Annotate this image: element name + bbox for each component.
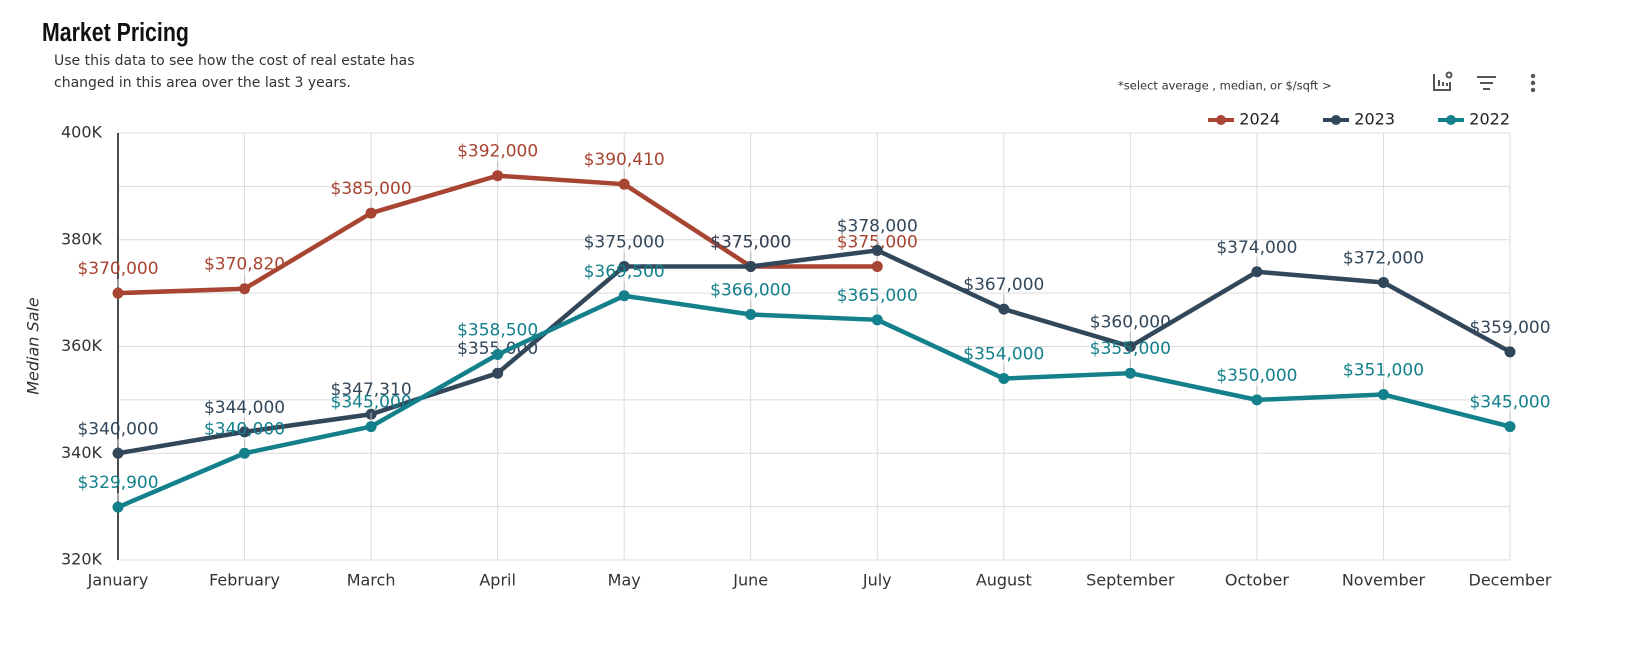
- more-icon[interactable]: [1530, 73, 1536, 93]
- data-point: [871, 314, 883, 326]
- data-point: [871, 260, 883, 272]
- data-point: [998, 373, 1010, 385]
- data-label: $358,500: [457, 321, 538, 341]
- subtitle-line: Use this data to see how the cost of rea…: [54, 53, 415, 69]
- data-label: $359,000: [1469, 318, 1550, 338]
- x-tick-label: August: [976, 571, 1032, 590]
- legend-swatch: [1446, 115, 1456, 125]
- data-label: $375,000: [584, 232, 665, 252]
- x-tick-label: March: [347, 571, 396, 590]
- data-point: [1377, 389, 1389, 401]
- data-label: $365,000: [837, 286, 918, 306]
- series-line: [117, 293, 1511, 510]
- series-line: [117, 248, 1512, 456]
- data-point: [618, 290, 630, 302]
- legend-swatch: [1331, 115, 1341, 125]
- chart-title: Market Pricing: [42, 18, 189, 48]
- filter-icon[interactable]: [1477, 76, 1496, 90]
- legend-label: 2024: [1239, 110, 1280, 129]
- data-label: $370,000: [77, 259, 158, 279]
- chart-type-icon[interactable]: [1433, 71, 1453, 91]
- subtitle-line: changed in this area over the last 3 yea…: [54, 75, 351, 91]
- data-label: $392,000: [457, 142, 538, 162]
- data-point: [492, 349, 504, 361]
- data-point: [492, 367, 504, 379]
- data-point: [239, 283, 251, 295]
- y-tick-label: 400K: [61, 123, 103, 142]
- y-tick-label: 320K: [61, 550, 103, 569]
- data-label: $329,900: [77, 473, 158, 493]
- data-label: $354,000: [963, 345, 1044, 365]
- data-label: $347,310: [331, 380, 412, 400]
- data-label: $355,000: [1090, 339, 1171, 359]
- data-point: [112, 501, 124, 513]
- x-tick-label: September: [1086, 571, 1175, 590]
- data-point: [1504, 421, 1516, 433]
- x-tick-label: December: [1469, 571, 1552, 590]
- x-tick-label: July: [862, 571, 892, 590]
- data-point: [365, 207, 377, 219]
- data-label: $374,000: [1216, 238, 1297, 258]
- data-label: $351,000: [1343, 361, 1424, 381]
- x-tick-label: February: [209, 571, 280, 590]
- data-point: [365, 421, 377, 433]
- data-point: [112, 447, 124, 459]
- data-point: [1124, 341, 1136, 352]
- data-label: $390,410: [584, 150, 665, 170]
- data-label: $345,000: [1469, 393, 1550, 413]
- data-point: [112, 287, 124, 299]
- legend-item: 2024: [1208, 110, 1280, 129]
- data-label: $369,500: [584, 262, 665, 282]
- hint[interactable]: *select average , median, or $/sqft >: [1118, 79, 1332, 93]
- legend-item: 2023: [1323, 110, 1395, 129]
- legend-item: 2022: [1438, 110, 1510, 129]
- data-label: $344,000: [204, 398, 285, 418]
- data-label: $367,000: [963, 275, 1044, 295]
- data-label: $375,000: [710, 232, 791, 252]
- x-tick-label: October: [1225, 571, 1289, 590]
- legend-label: 2023: [1354, 110, 1395, 129]
- data-point: [239, 447, 251, 459]
- y-tick-label: 360K: [61, 336, 103, 355]
- data-label: $340,000: [77, 419, 158, 439]
- data-point: [1504, 346, 1516, 358]
- data-point: [1124, 367, 1136, 379]
- y-tick-label: 340K: [61, 443, 103, 462]
- data-label: $360,000: [1090, 313, 1171, 333]
- data-label: $370,820: [204, 255, 285, 275]
- y-axis-label: Median Sale: [24, 297, 43, 395]
- legend-label: 2022: [1469, 110, 1510, 129]
- data-point: [239, 426, 251, 438]
- data-point: [1251, 266, 1263, 278]
- legend-swatch: [1216, 115, 1226, 125]
- data-point: [618, 178, 630, 190]
- x-tick-label: May: [608, 571, 641, 590]
- data-point: [1251, 394, 1263, 406]
- data-point: [492, 170, 504, 182]
- data-label: $372,000: [1343, 248, 1424, 268]
- data-point: [618, 260, 630, 272]
- data-label: $378,000: [837, 216, 918, 236]
- x-tick-label: April: [479, 571, 516, 590]
- x-tick-label: November: [1342, 571, 1426, 590]
- y-tick-label: 380K: [61, 229, 103, 248]
- data-label: $345,000: [331, 393, 412, 413]
- data-label: $366,000: [710, 280, 791, 300]
- data-label: $385,000: [331, 179, 412, 199]
- data-label: $340,000: [204, 419, 285, 439]
- data-point: [871, 244, 883, 256]
- x-tick-label: January: [87, 571, 149, 590]
- data-label: $375,000: [710, 232, 791, 252]
- data-point: [745, 308, 757, 320]
- data-point: [745, 260, 757, 272]
- data-point: [1377, 276, 1389, 288]
- x-tick-label: June: [732, 571, 768, 590]
- data-point: [998, 303, 1010, 315]
- data-label: $350,000: [1216, 366, 1297, 386]
